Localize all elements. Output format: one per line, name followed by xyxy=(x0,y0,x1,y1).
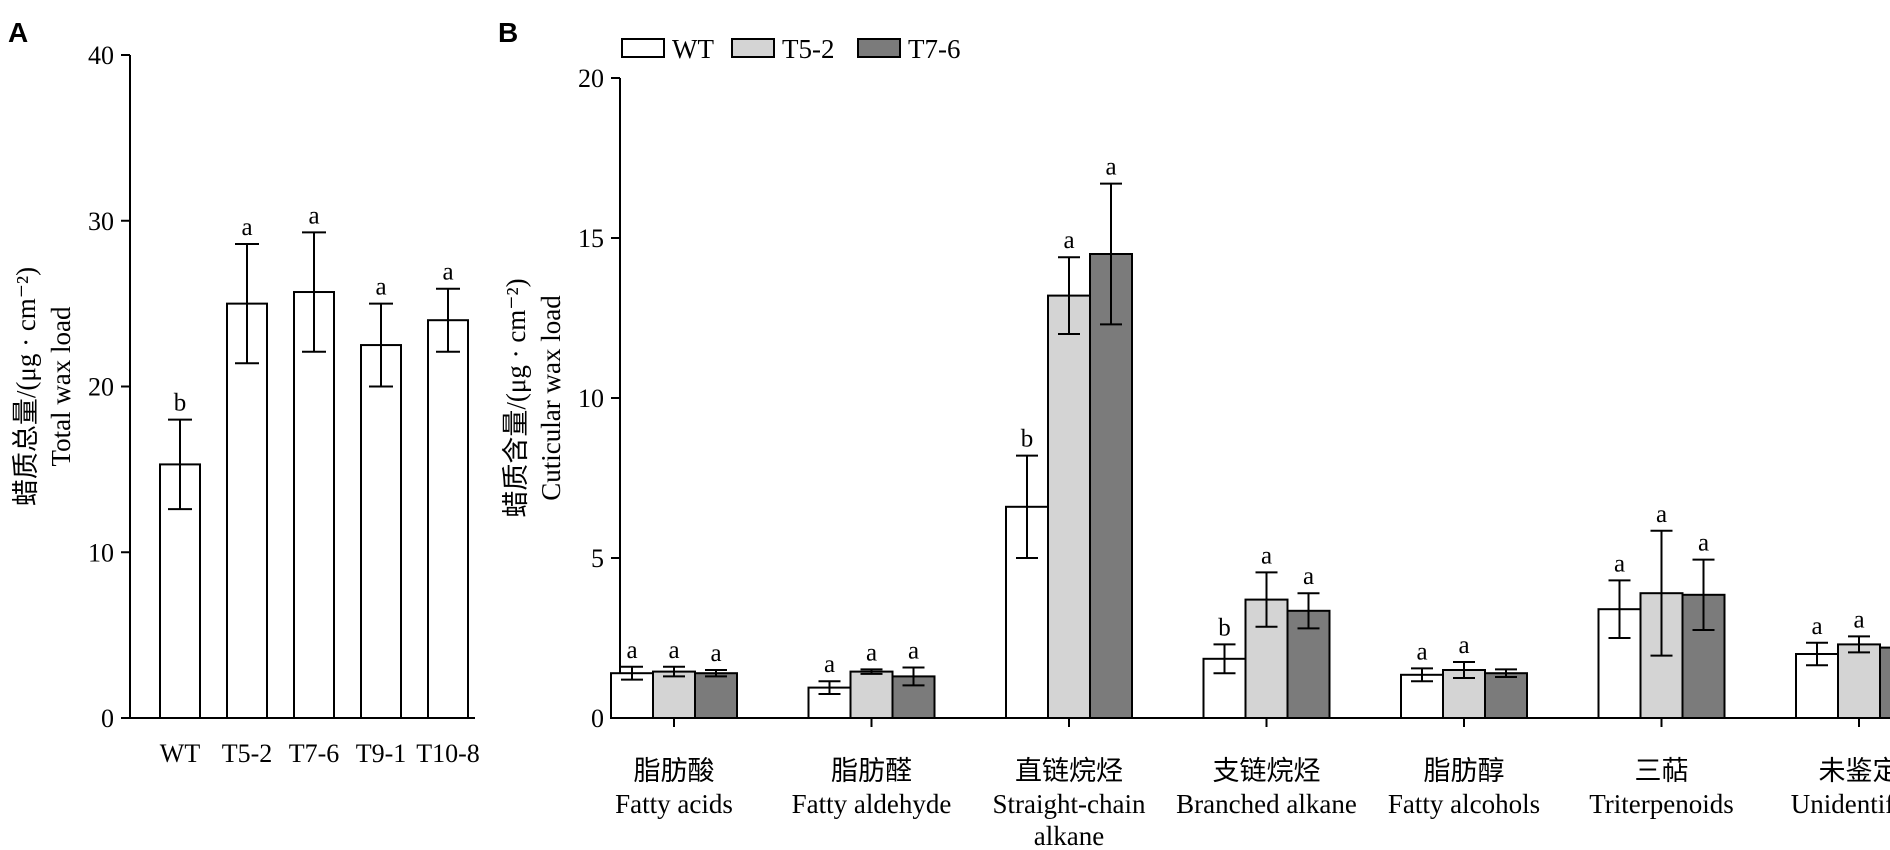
panel-a-x-tick-label: T5-2 xyxy=(222,739,273,768)
panel-b-sig-letter: a xyxy=(1458,632,1469,659)
panel-b-category-cn: 支链烷烃 xyxy=(1213,756,1321,786)
panel-b-legend: WT T5-2 T7-6 xyxy=(621,34,960,64)
panel-b-bar-T5-2-0 xyxy=(652,670,696,719)
panel-b-y-tick-label: 5 xyxy=(591,544,604,573)
panel-b-sig-letter: a xyxy=(1063,227,1074,254)
panel-b-sig-letter: a xyxy=(1416,638,1427,665)
panel-b-sig-letter: a xyxy=(824,651,835,678)
panel-a-x-tick-label: WT xyxy=(160,739,201,768)
panel-b-sig-letter: a xyxy=(1811,613,1822,640)
panel-b-y-tick-label: 20 xyxy=(578,64,604,93)
panel-b-category-en: Unidentified xyxy=(1791,789,1890,819)
panel-b-category-en: Fatty alcohols xyxy=(1388,789,1540,819)
panel-b-sig-letter: a xyxy=(1698,530,1709,557)
panel-b-sig-letter: a xyxy=(1853,606,1864,633)
panel-b-category-cn: 三萜 xyxy=(1635,756,1689,786)
panel-b-category-en: Branched alkane xyxy=(1176,789,1357,819)
panel-b-category-cn: 脂肪酸 xyxy=(634,756,715,786)
panel-b-sig-letter: a xyxy=(668,637,679,664)
panel-b-category-en: alkane xyxy=(1034,821,1104,850)
legend-label-T5-2: T5-2 xyxy=(782,34,834,64)
panel-a-x-tick-label: T10-8 xyxy=(416,739,480,768)
panel-a-y-title-cn: 蜡质总量/(μg · cm⁻²) xyxy=(11,267,41,506)
legend-swatch-T5-2 xyxy=(731,38,775,58)
panel-a-letter: A xyxy=(8,17,28,48)
panel-b-sig-letter: a xyxy=(1303,563,1314,590)
panel-b-sig-letter: b xyxy=(1218,614,1231,641)
panel-a-y-tick-label: 30 xyxy=(88,207,114,236)
panel-b-bar-T5-2-2 xyxy=(1047,294,1091,719)
panel-a-sig-letter: a xyxy=(442,259,453,286)
panel-b-y-tick-label: 0 xyxy=(591,704,604,733)
panel-b-bar-T5-2-6 xyxy=(1837,643,1881,720)
panel-a-y-tick-label: 40 xyxy=(88,41,114,70)
panel-b-y-title-en: Cuticular wax load xyxy=(536,295,566,501)
panel-a-x-tick-label: T9-1 xyxy=(356,739,407,768)
panel-a-y-tick-label: 20 xyxy=(88,373,114,402)
panel-b-sig-letter: a xyxy=(1656,501,1667,528)
panel-a-chart: 0 10 20 30 40 b WT a T5-2 a T7-6 a T9-1 a T10-8 蜡质总量/(μ… xyxy=(11,41,480,768)
panel-b-y-title-cn: 蜡质含量/(μg · cm⁻²) xyxy=(501,278,531,517)
panel-b-category-en: Fatty aldehyde xyxy=(792,789,952,819)
panel-a-y-tick-label: 0 xyxy=(101,704,114,733)
panel-b-bar-T7-6-0 xyxy=(694,672,738,720)
legend-label-WT: WT xyxy=(672,34,714,64)
panel-b-sig-letter: a xyxy=(710,640,721,667)
panel-b-category-cn: 直链烷烃 xyxy=(1015,756,1123,786)
panel-b-sig-letter: a xyxy=(908,637,919,664)
panel-a-bar-T9-1 xyxy=(360,344,402,719)
panel-b-sig-letter: a xyxy=(866,639,877,666)
panel-b-sig-letter: a xyxy=(1105,154,1116,181)
legend-label-T7-6: T7-6 xyxy=(908,34,960,64)
panel-a-y-tick-label: 10 xyxy=(88,538,114,567)
panel-a-x-tick-label: T7-6 xyxy=(289,739,340,768)
panel-a-y-title-en: Total wax load xyxy=(46,306,76,467)
panel-a-bar-T7-6 xyxy=(293,291,335,719)
panel-b-category-en: Straight-chain xyxy=(993,789,1146,819)
panel-b-y-tick-label: 15 xyxy=(578,224,604,253)
panel-a-sig-letter: b xyxy=(174,390,187,417)
panel-b-sig-letter: a xyxy=(1614,550,1625,577)
panel-b-sig-letter: a xyxy=(626,637,637,664)
panel-b-category-cn: 脂肪醛 xyxy=(831,756,912,786)
panel-b-sig-letter: a xyxy=(1261,542,1272,569)
panel-b-letter: B xyxy=(498,17,518,48)
panel-b-bar-T7-6-2 xyxy=(1089,253,1133,719)
panel-a-sig-letter: a xyxy=(241,214,252,241)
panel-b-category-cn: 未鉴定 xyxy=(1819,756,1890,786)
panel-b-category-en: Triterpenoids xyxy=(1589,789,1734,819)
panel-b-y-tick-label: 10 xyxy=(578,384,604,413)
panel-a-sig-letter: a xyxy=(375,274,386,301)
panel-b-bar-T5-2-1 xyxy=(849,670,894,719)
panel-b-bar-T7-6-4 xyxy=(1484,672,1528,720)
legend-swatch-WT xyxy=(621,38,665,58)
panel-a-bar-T10-8 xyxy=(427,319,469,719)
panel-a-bar-T5-2 xyxy=(226,302,268,719)
legend-swatch-T7-6 xyxy=(857,38,901,58)
panel-a-sig-letter: a xyxy=(308,202,319,229)
panel-b-bar-T7-6-6 xyxy=(1879,646,1890,719)
panel-b-sig-letter: b xyxy=(1021,426,1034,453)
panel-b-category-cn: 脂肪醇 xyxy=(1424,756,1505,786)
panel-b-category-en: Fatty acids xyxy=(615,789,733,819)
